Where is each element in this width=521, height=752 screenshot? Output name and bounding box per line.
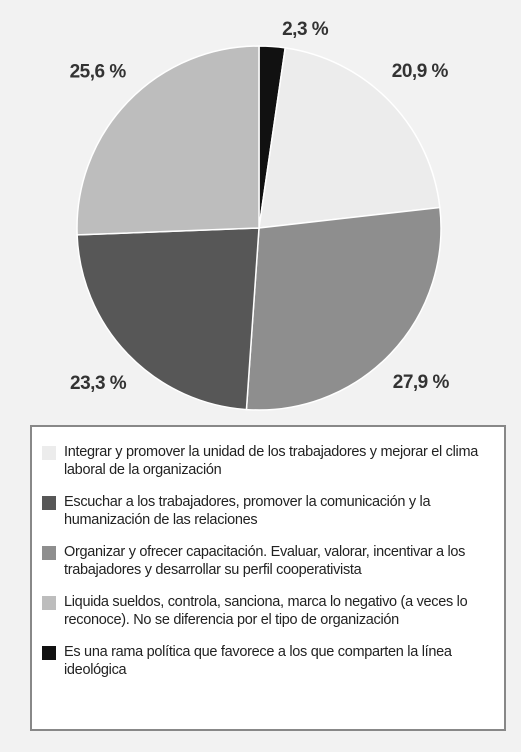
legend-swatch <box>42 596 56 610</box>
slice-label: 25,6 % <box>70 62 127 83</box>
legend-entry: Integrar y promover la unidad de los tra… <box>42 443 492 479</box>
legend-swatch <box>42 646 56 660</box>
pie-slice <box>76 45 260 236</box>
legend-entry: Organizar y ofrecer capacitación. Evalua… <box>42 543 492 579</box>
legend-label: Organizar y ofrecer capacitación. Evalua… <box>64 544 466 578</box>
legend-swatch <box>42 446 56 460</box>
legend-label: Liquida sueldos, controla, sanciona, mar… <box>64 594 468 628</box>
slice-label: 2,3 % <box>282 19 329 40</box>
pie-slice <box>245 206 442 411</box>
chart: 2,3 % 20,9 % 27,9 % 23,3 % 25,6 % <box>70 19 450 411</box>
legend-label: Es una rama política que favorece a los … <box>64 644 452 678</box>
legend-swatch <box>42 496 56 510</box>
legend: Integrar y promover la unidad de los tra… <box>30 425 506 731</box>
legend-entry: Liquida sueldos, controla, sanciona, mar… <box>42 593 492 629</box>
slice-label: 23,3 % <box>70 373 127 394</box>
legend-label: Integrar y promover la unidad de los tra… <box>64 444 478 478</box>
legend-label: Escuchar a los trabajadores, promover la… <box>64 494 431 528</box>
legend-swatch <box>42 546 56 560</box>
slice-label: 20,9 % <box>392 61 449 82</box>
pie-slice <box>76 227 260 411</box>
slice-label: 27,9 % <box>393 372 450 393</box>
legend-entry: Es una rama política que favorece a los … <box>42 643 492 679</box>
pie-slice <box>258 47 441 229</box>
legend-entry: Escuchar a los trabajadores, promover la… <box>42 493 492 529</box>
